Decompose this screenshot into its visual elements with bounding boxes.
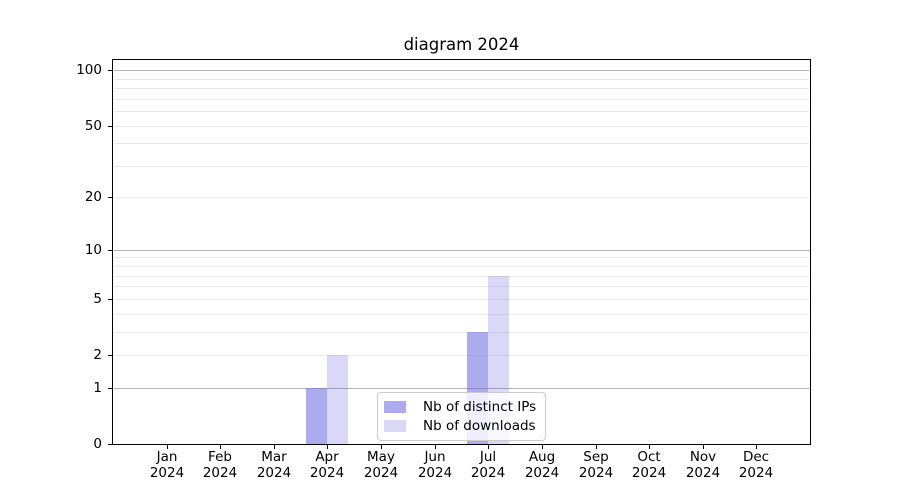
minor-gridline (114, 266, 809, 267)
y-tick-label: 0 (93, 436, 102, 452)
bar-distinct-ips (306, 388, 327, 444)
x-tickmark (756, 445, 757, 449)
y-tickmark (108, 444, 112, 445)
x-tick-month: Sep (583, 449, 609, 465)
minor-gridline (114, 88, 809, 89)
minor-gridline (114, 355, 809, 356)
legend-entry-downloads: Nb of downloads (384, 417, 536, 436)
x-tick-year: 2024 (256, 465, 292, 481)
x-tick-label: Jun 2024 (403, 449, 467, 481)
x-tickmark (435, 445, 436, 449)
y-tickmark (108, 355, 112, 356)
y-tick-label: 2 (93, 347, 102, 363)
minor-gridline (114, 332, 809, 333)
minor-gridline (114, 166, 809, 167)
y-tick-label: 5 (93, 291, 102, 307)
x-tick-month: Mar (261, 449, 287, 465)
minor-gridline (114, 79, 809, 80)
x-tick-month: Jul (479, 449, 497, 465)
x-tickmark (596, 445, 597, 449)
legend-swatch-distinct-ips-icon (384, 401, 406, 414)
y-tickmark (108, 197, 112, 198)
x-tick-label: Apr 2024 (295, 449, 359, 481)
minor-gridline (114, 126, 809, 127)
minor-gridline (114, 111, 809, 112)
y-tickmark (108, 126, 112, 127)
x-tickmark (542, 445, 543, 449)
x-tick-label: Oct 2024 (617, 449, 681, 481)
minor-gridline (114, 314, 809, 315)
major-gridline (114, 388, 809, 389)
x-tick-label: Mar 2024 (242, 449, 306, 481)
major-gridline (114, 70, 809, 71)
x-tick-month: Oct (637, 449, 661, 465)
x-tick-label: Sep 2024 (564, 449, 628, 481)
y-tick-label: 20 (84, 189, 102, 205)
bar-downloads (327, 355, 348, 444)
x-tick-label: Dec 2024 (724, 449, 788, 481)
y-tickmark (108, 299, 112, 300)
x-tick-month: Aug (528, 449, 556, 465)
x-tick-label: Jan 2024 (135, 449, 199, 481)
legend-label-distinct-ips: Nb of distinct IPs (423, 399, 537, 416)
x-tickmark (488, 445, 489, 449)
x-tick-month: Jan (156, 449, 178, 465)
x-tickmark (167, 445, 168, 449)
x-tick-year: 2024 (149, 465, 185, 481)
y-tickmark (108, 70, 112, 71)
minor-gridline (114, 197, 809, 198)
x-tick-label: Feb 2024 (188, 449, 252, 481)
chart-title: diagram 2024 (403, 35, 520, 54)
y-tick-label: 100 (76, 62, 102, 78)
x-tick-label: Jul 2024 (456, 449, 520, 481)
y-tick-label: 50 (84, 118, 102, 134)
minor-gridline (114, 257, 809, 258)
x-tick-label: May 2024 (349, 449, 413, 481)
x-tick-month: Feb (208, 449, 232, 465)
x-tick-year: 2024 (202, 465, 238, 481)
x-tick-month: Nov (689, 449, 717, 465)
y-tick-label: 10 (84, 242, 102, 258)
x-tick-label: Nov 2024 (671, 449, 735, 481)
x-tick-year: 2024 (738, 465, 774, 481)
x-tick-year: 2024 (631, 465, 667, 481)
x-tickmark (703, 445, 704, 449)
x-tick-year: 2024 (363, 465, 399, 481)
x-tick-year: 2024 (578, 465, 614, 481)
x-tick-year: 2024 (685, 465, 721, 481)
x-tick-label: Aug 2024 (510, 449, 574, 481)
x-tickmark (274, 445, 275, 449)
legend: Nb of distinct IPs Nb of downloads (377, 392, 547, 441)
x-tick-year: 2024 (524, 465, 560, 481)
minor-gridline (114, 299, 809, 300)
major-gridline (114, 250, 809, 251)
minor-gridline (114, 286, 809, 287)
minor-gridline (114, 276, 809, 277)
x-tick-year: 2024 (309, 465, 345, 481)
minor-gridline (114, 143, 809, 144)
x-tick-month: May (367, 449, 395, 465)
legend-entry-distinct-ips: Nb of distinct IPs (384, 398, 536, 417)
x-tickmark (381, 445, 382, 449)
y-tickmark (108, 388, 112, 389)
y-tick-label: 1 (93, 380, 102, 396)
x-tick-year: 2024 (417, 465, 453, 481)
legend-label-downloads: Nb of downloads (423, 417, 536, 434)
minor-gridline (114, 99, 809, 100)
x-tickmark (327, 445, 328, 449)
x-tickmark (220, 445, 221, 449)
x-tickmark (649, 445, 650, 449)
y-tickmark (108, 250, 112, 251)
x-tick-month: Dec (742, 449, 770, 465)
x-tick-month: Jun (424, 449, 446, 465)
x-tick-year: 2024 (470, 465, 506, 481)
legend-swatch-downloads-icon (384, 419, 406, 432)
x-tick-month: Apr (315, 449, 339, 465)
